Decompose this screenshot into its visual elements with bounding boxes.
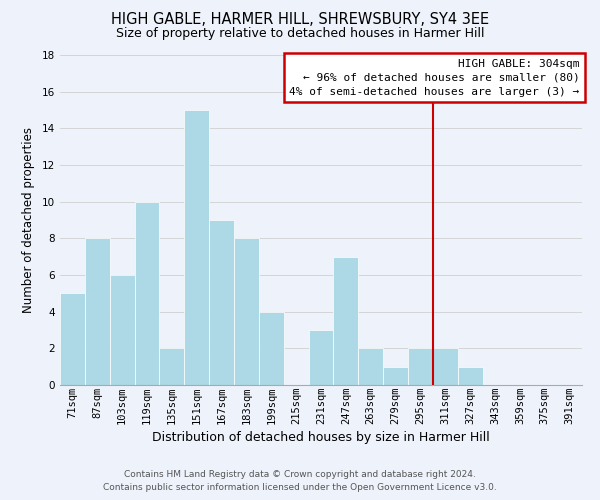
X-axis label: Distribution of detached houses by size in Harmer Hill: Distribution of detached houses by size … [152,431,490,444]
Text: HIGH GABLE, HARMER HILL, SHREWSBURY, SY4 3EE: HIGH GABLE, HARMER HILL, SHREWSBURY, SY4… [111,12,489,28]
Bar [60,294,85,385]
Text: Size of property relative to detached houses in Harmer Hill: Size of property relative to detached ho… [116,28,484,40]
Bar [308,330,334,385]
Bar [383,366,408,385]
Bar [458,366,482,385]
Text: HIGH GABLE: 304sqm
← 96% of detached houses are smaller (80)
4% of semi-detached: HIGH GABLE: 304sqm ← 96% of detached hou… [289,58,580,96]
Bar [433,348,458,385]
Bar [209,220,234,385]
Bar [134,202,160,385]
Bar [85,238,110,385]
Bar [259,312,284,385]
Bar [110,275,134,385]
Bar [334,256,358,385]
Bar [408,348,433,385]
Y-axis label: Number of detached properties: Number of detached properties [22,127,35,313]
Bar [358,348,383,385]
Bar [184,110,209,385]
Bar [234,238,259,385]
Text: Contains HM Land Registry data © Crown copyright and database right 2024.
Contai: Contains HM Land Registry data © Crown c… [103,470,497,492]
Bar [160,348,184,385]
